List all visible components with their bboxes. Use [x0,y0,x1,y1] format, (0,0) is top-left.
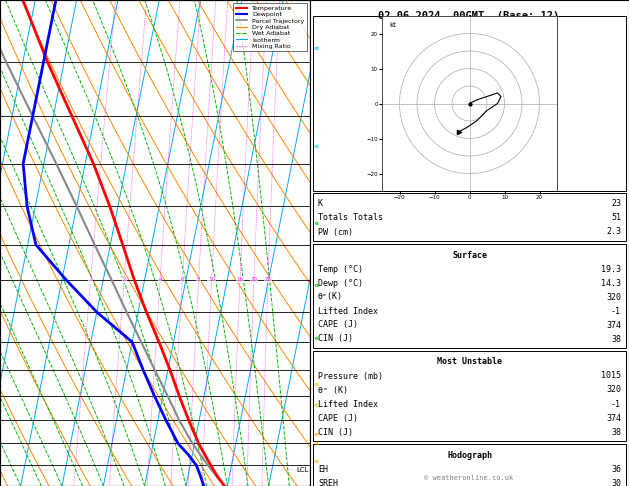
Text: K: K [318,199,323,208]
Bar [313,16,626,191]
Text: -1: -1 [611,307,621,315]
Text: 19.3: 19.3 [601,264,621,274]
Text: kt: kt [389,21,396,28]
Text: «: « [313,219,318,228]
Text: 1: 1 [89,278,92,282]
Text: θᵉ (K): θᵉ (K) [318,385,348,395]
Text: 10: 10 [208,278,215,282]
Text: -1: -1 [611,399,621,409]
Text: Most Unstable: Most Unstable [437,358,502,366]
Text: «: « [313,143,318,152]
Text: 38: 38 [611,334,621,344]
Text: 51: 51 [611,213,621,223]
Text: «: « [313,44,318,53]
Legend: Temperature, Dewpoint, Parcel Trajectory, Dry Adiabat, Wet Adiabat, Isotherm, Mi: Temperature, Dewpoint, Parcel Trajectory… [233,3,307,52]
Text: 36: 36 [611,465,621,473]
Text: 4: 4 [159,278,162,282]
Text: Totals Totals: Totals Totals [318,213,383,223]
Text: © weatheronline.co.uk: © weatheronline.co.uk [425,475,514,481]
Text: 23: 23 [611,199,621,208]
Text: 25: 25 [265,278,272,282]
Text: 38: 38 [611,428,621,436]
Text: 30: 30 [611,479,621,486]
Text: Lifted Index: Lifted Index [318,399,378,409]
Text: «: « [313,381,318,390]
Text: θᵉ(K): θᵉ(K) [318,293,343,301]
Text: 320: 320 [606,385,621,395]
Text: Dewp (°C): Dewp (°C) [318,278,363,288]
Text: 374: 374 [606,320,621,330]
Text: PW (cm): PW (cm) [318,227,353,237]
Text: CAPE (J): CAPE (J) [318,320,358,330]
Text: 1015: 1015 [601,371,621,381]
Text: 374: 374 [606,414,621,422]
Text: 8: 8 [197,278,201,282]
Bar [313,351,626,441]
Text: «: « [313,282,318,291]
Text: LCL: LCL [296,467,309,472]
Text: Pressure (mb): Pressure (mb) [318,371,383,381]
Text: EH: EH [318,465,328,473]
Bar [313,444,626,486]
Text: CIN (J): CIN (J) [318,334,353,344]
Text: 2.3: 2.3 [606,227,621,237]
Text: 320: 320 [606,293,621,301]
Text: «: « [313,335,318,344]
Text: «: « [313,440,318,449]
Text: CIN (J): CIN (J) [318,428,353,436]
Bar [313,244,626,348]
Y-axis label: km
ASL: km ASL [337,237,350,249]
Text: 16: 16 [237,278,243,282]
Text: Surface: Surface [452,250,487,260]
Text: «: « [313,457,318,466]
Text: 14.3: 14.3 [601,278,621,288]
Bar [313,193,626,241]
Text: 6: 6 [181,278,184,282]
Text: Hodograph: Hodograph [447,451,492,459]
Text: 2: 2 [123,278,126,282]
Text: Lifted Index: Lifted Index [318,307,378,315]
Text: 20: 20 [250,278,257,282]
Text: «: « [313,431,318,439]
Text: Temp (°C): Temp (°C) [318,264,363,274]
Text: SREH: SREH [318,479,338,486]
Text: 02.06.2024  00GMT  (Base: 12): 02.06.2024 00GMT (Base: 12) [379,11,560,21]
Text: «: « [313,401,318,411]
Text: CAPE (J): CAPE (J) [318,414,358,422]
